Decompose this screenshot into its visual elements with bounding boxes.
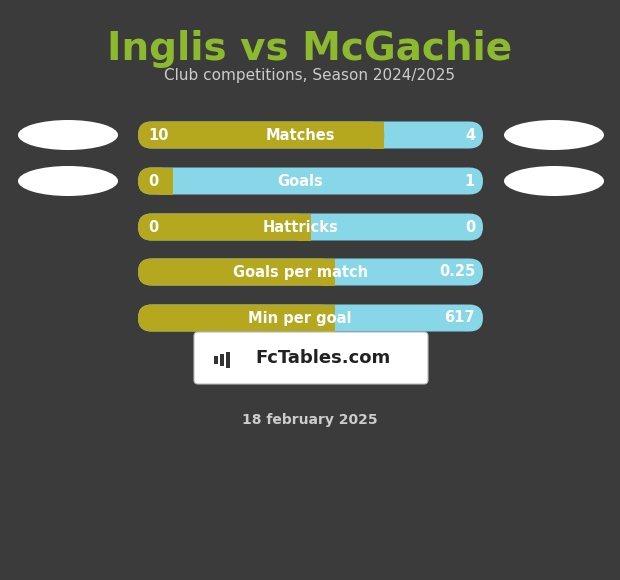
FancyBboxPatch shape	[138, 213, 311, 241]
FancyBboxPatch shape	[138, 121, 384, 148]
FancyBboxPatch shape	[138, 259, 483, 285]
FancyBboxPatch shape	[138, 259, 335, 285]
Text: 617: 617	[445, 310, 475, 325]
Bar	[159, 168, 172, 194]
FancyBboxPatch shape	[138, 121, 483, 148]
Bar	[226, 352, 230, 368]
FancyBboxPatch shape	[138, 168, 483, 194]
Text: 0: 0	[148, 173, 158, 188]
Bar	[371, 121, 384, 148]
Text: 0.25: 0.25	[439, 264, 475, 280]
Ellipse shape	[504, 120, 604, 150]
Bar	[297, 213, 311, 241]
Text: Goals: Goals	[277, 173, 323, 188]
Text: 0: 0	[148, 219, 158, 234]
FancyBboxPatch shape	[138, 168, 172, 194]
Ellipse shape	[18, 166, 118, 196]
Bar	[321, 259, 335, 285]
FancyBboxPatch shape	[138, 304, 483, 332]
Text: Matches: Matches	[265, 128, 335, 143]
Ellipse shape	[504, 166, 604, 196]
Text: 0: 0	[465, 219, 475, 234]
Bar	[214, 356, 218, 364]
Bar	[321, 304, 335, 332]
FancyBboxPatch shape	[194, 332, 428, 384]
Text: Min per goal: Min per goal	[249, 310, 352, 325]
Text: 10: 10	[148, 128, 169, 143]
Text: Hattricks: Hattricks	[262, 219, 338, 234]
Text: Club competitions, Season 2024/2025: Club competitions, Season 2024/2025	[164, 68, 456, 83]
Text: 1: 1	[465, 173, 475, 188]
Ellipse shape	[18, 120, 118, 150]
Text: Goals per match: Goals per match	[232, 264, 368, 280]
FancyBboxPatch shape	[138, 304, 335, 332]
Text: Inglis vs McGachie: Inglis vs McGachie	[107, 30, 513, 68]
Bar	[220, 354, 224, 366]
Text: 4: 4	[465, 128, 475, 143]
FancyBboxPatch shape	[138, 213, 483, 241]
Text: 18 february 2025: 18 february 2025	[242, 413, 378, 427]
Text: FcTables.com: FcTables.com	[255, 349, 391, 367]
